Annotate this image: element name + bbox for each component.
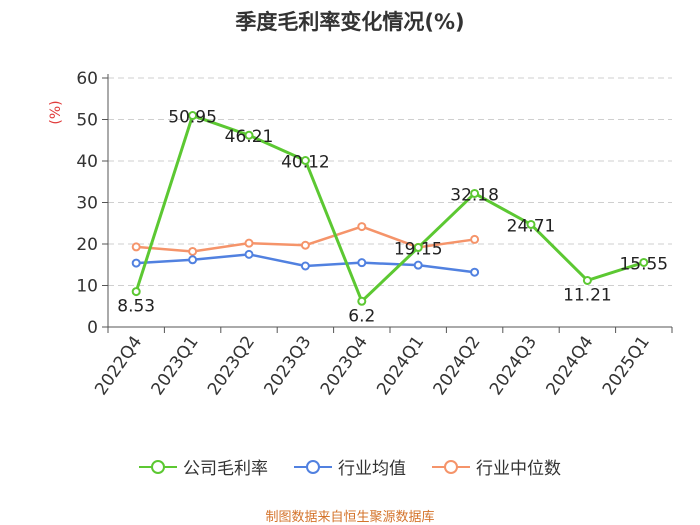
data-point-1 (188, 255, 198, 265)
data-label: 6.2 (348, 306, 375, 326)
y-tick-label: 60 (76, 69, 98, 89)
data-point-2 (470, 234, 480, 244)
data-point-1 (131, 258, 141, 268)
legend-item-industry-median[interactable]: 行业中位数 (432, 454, 561, 479)
x-tick-label: 2024Q1 (373, 332, 428, 399)
x-tick-label: 2023Q2 (204, 332, 259, 399)
y-axis-label: (%) (48, 100, 64, 124)
data-point-0 (413, 243, 423, 253)
data-point-1 (413, 260, 423, 270)
data-label: 19.15 (394, 240, 443, 260)
legend-item-industry-mean[interactable]: 行业均值 (294, 454, 406, 479)
x-tick-label: 2024Q3 (486, 332, 541, 399)
legend-marker-industry-median (432, 459, 470, 474)
y-tick-label: 10 (76, 277, 98, 297)
data-point-0 (244, 130, 254, 140)
x-tick-label: 2025Q1 (599, 332, 654, 399)
chart-title: 季度毛利率变化情况(%) (235, 10, 465, 34)
data-label: 8.53 (117, 297, 155, 317)
data-point-2 (131, 242, 141, 252)
legend: 公司毛利率 行业均值 行业中位数 (0, 454, 700, 479)
data-label: 24.71 (507, 216, 556, 236)
y-tick-label: 40 (76, 152, 98, 172)
legend-label-industry-mean: 行业均值 (338, 459, 406, 479)
y-tick-label: 50 (76, 111, 98, 131)
data-point-0 (639, 257, 649, 267)
y-tick-label: 0 (87, 318, 98, 338)
data-point-2 (300, 240, 310, 250)
y-tick-label: 30 (76, 194, 98, 214)
data-point-1 (244, 249, 254, 259)
data-point-0 (526, 219, 536, 229)
data-source: 制图数据来自恒生聚源数据库 (265, 510, 435, 525)
data-label: 32.18 (450, 185, 499, 205)
data-point-2 (188, 246, 198, 256)
series-line-0 (134, 113, 645, 304)
y-tick-label: 20 (76, 235, 98, 255)
x-tick-label: 2024Q4 (542, 332, 597, 399)
legend-marker-company (139, 459, 177, 474)
data-point-1 (300, 261, 310, 271)
data-point-0 (582, 275, 592, 285)
data-label: 40.12 (281, 153, 330, 173)
data-point-0 (470, 188, 480, 198)
data-label: 15.55 (619, 254, 668, 274)
data-label: 11.21 (563, 285, 612, 305)
data-point-1 (470, 267, 480, 277)
x-tick-label: 2023Q3 (260, 332, 315, 399)
line-chart: 0 10 20 30 40 50 60 (%) 2022Q4 2023Q1 2023Q2 2023Q3… (48, 69, 673, 399)
data-point-0 (300, 156, 310, 166)
data-point-0 (188, 111, 198, 121)
x-tick-label: 2023Q1 (148, 332, 203, 399)
legend-label-company: 公司毛利率 (183, 459, 268, 479)
legend-label-industry-median: 行业中位数 (476, 459, 561, 479)
data-point-0 (357, 296, 367, 306)
legend-item-company[interactable]: 公司毛利率 (139, 454, 268, 479)
x-tick-label: 2024Q2 (430, 332, 485, 399)
data-point-2 (244, 238, 254, 248)
data-label: 50.95 (168, 108, 217, 128)
data-point-0 (131, 287, 141, 297)
legend-marker-industry-mean (294, 459, 332, 474)
data-point-2 (357, 222, 367, 232)
x-tick-label: 2023Q4 (317, 332, 372, 399)
data-label: 46.21 (225, 127, 274, 147)
data-point-1 (357, 258, 367, 268)
x-tick-label: 2022Q4 (91, 332, 146, 399)
